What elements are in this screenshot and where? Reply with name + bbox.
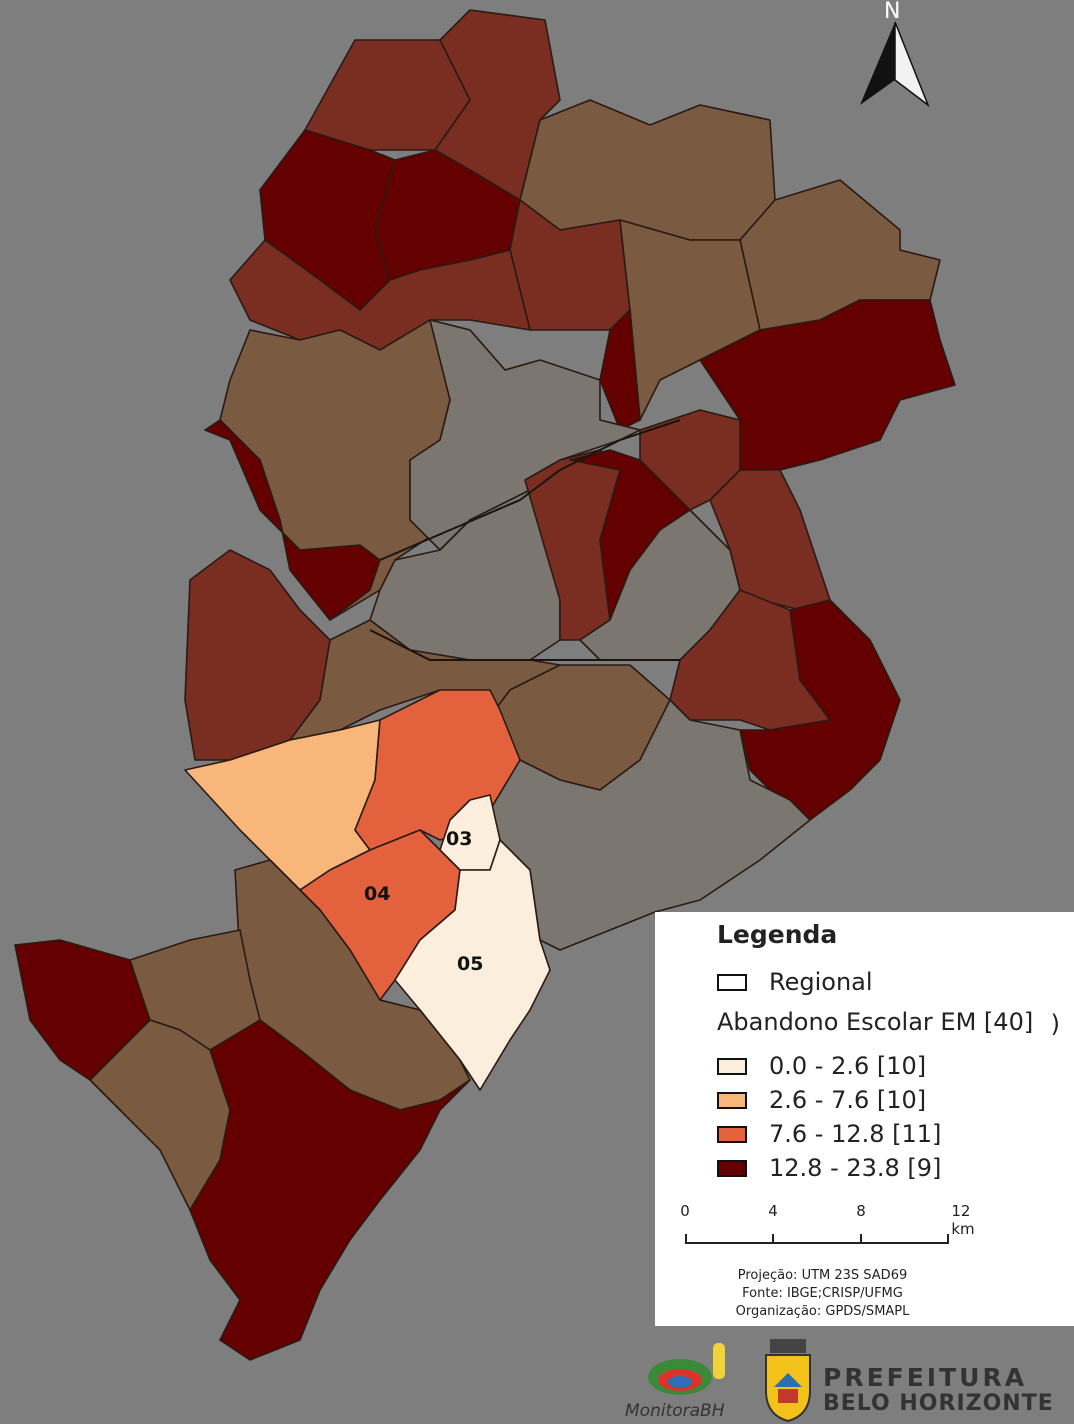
scale-line <box>685 1242 949 1244</box>
scale-tick-label: 8 <box>856 1202 866 1220</box>
footer-logos: MonitoraBH PREFEITURA BELO HORIZONTE <box>625 1335 1074 1424</box>
legend-swatch-class-3 <box>717 1125 747 1143</box>
map-zone <box>189 1019 471 1361</box>
legend-swatch-class-1 <box>717 1057 747 1075</box>
legend-swatch-class-4 <box>717 1159 747 1177</box>
region-label-04: 04 <box>364 883 390 905</box>
credit-organization: Organização: GPDS/SMAPL <box>735 1304 910 1319</box>
north-label: N <box>884 0 900 24</box>
legend-class-label: 0.0 - 2.6 [10] <box>769 1052 927 1080</box>
legend-swatch-class-2 <box>717 1091 747 1109</box>
legend-swatch-regional <box>717 973 747 991</box>
region-label-03: 03 <box>446 828 472 850</box>
scale-tick-label: 4 <box>768 1202 778 1220</box>
monitora-bh-text: MonitoraBH <box>625 1401 725 1421</box>
belo-horizonte-coat-of-arms-icon <box>765 1339 811 1423</box>
map-zone <box>204 419 381 621</box>
legend-class-row: 7.6 - 12.8 [11] <box>717 1120 941 1148</box>
map-boundary-line <box>369 629 680 661</box>
legend-class-label: 7.6 - 12.8 [11] <box>769 1120 942 1148</box>
legend-class-row: 0.0 - 2.6 [10] <box>717 1052 926 1080</box>
map-zone <box>599 309 641 431</box>
legend-title: Legenda <box>717 920 838 949</box>
scale-tick-label: 0 <box>680 1202 690 1220</box>
map-boundary-line <box>379 419 681 561</box>
legend-variable-stub: ) <box>1050 1010 1060 1038</box>
scale-tick <box>772 1234 774 1244</box>
legend-regional-label: Regional <box>769 968 873 996</box>
north-arrow-icon: N <box>860 0 930 108</box>
map-zone-class-1 <box>394 839 551 1091</box>
scale-tick <box>860 1234 862 1244</box>
map-zone <box>229 239 531 351</box>
scale-tick <box>685 1234 687 1244</box>
legend-class-row: 2.6 - 7.6 [10] <box>717 1086 926 1114</box>
legend-regional-row: Regional <box>717 968 873 996</box>
scale-tick-label: 12 km <box>951 1202 975 1238</box>
prefeitura-line-1: PREFEITURA <box>823 1363 1028 1392</box>
legend-class-label: 2.6 - 7.6 [10] <box>769 1086 927 1114</box>
legend-class-row: 12.8 - 23.8 [9] <box>717 1154 941 1182</box>
scale-bar: 0 4 8 12 km <box>675 1202 975 1262</box>
credit-projection: Projeção: UTM 23S SAD69 <box>737 1268 908 1283</box>
map-zone <box>304 39 471 151</box>
map-zone <box>519 99 776 241</box>
legend-class-label: 12.8 - 23.8 [9] <box>769 1154 942 1182</box>
legend-panel: Legenda Regional Abandono Escolar EM [40… <box>655 912 1074 1326</box>
monitora-bh-logo-icon <box>648 1343 725 1395</box>
credit-source: Fonte: IBGE;CRISP/UFMG <box>742 1286 903 1301</box>
legend-variable-label: Abandono Escolar EM [40] <box>717 1008 1034 1036</box>
region-label-05: 05 <box>457 953 483 975</box>
prefeitura-line-2: BELO HORIZONTE <box>823 1391 1054 1416</box>
scale-tick <box>947 1234 949 1244</box>
